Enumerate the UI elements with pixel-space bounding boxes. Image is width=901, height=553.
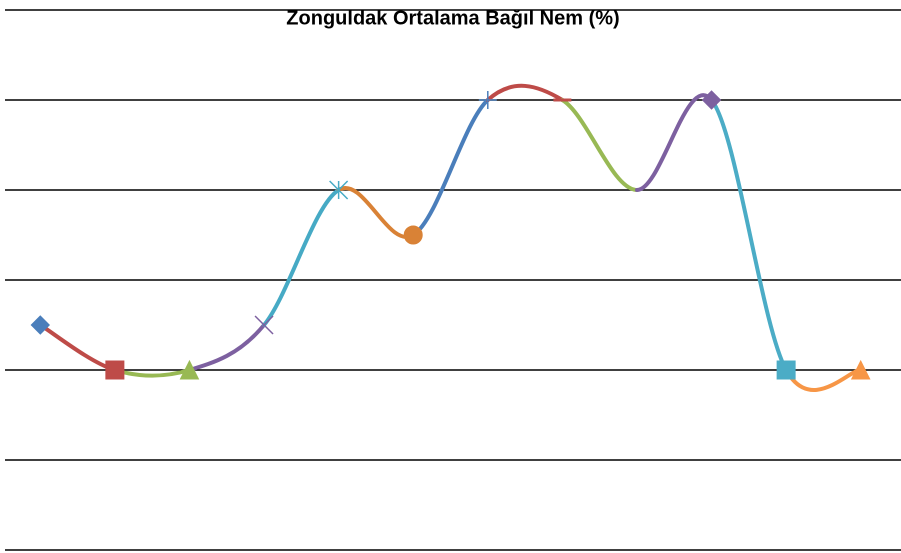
markers xyxy=(30,90,871,380)
line-segment xyxy=(336,186,416,239)
line-segment xyxy=(38,323,117,372)
marker xyxy=(776,360,796,380)
line-segment xyxy=(709,98,789,372)
marker xyxy=(329,180,349,200)
marker xyxy=(701,90,722,110)
marker xyxy=(403,225,423,245)
marker xyxy=(254,315,274,335)
grid xyxy=(5,9,901,551)
line-segment xyxy=(784,368,863,392)
line-segment xyxy=(187,323,267,372)
chart-title: Zonguldak Ortalama Bağıl Nem (%) xyxy=(286,7,619,29)
line-segment xyxy=(112,368,192,378)
line-segment xyxy=(411,98,490,237)
marker xyxy=(179,359,200,380)
line-segment xyxy=(634,93,714,192)
marker xyxy=(30,315,50,335)
line-segment xyxy=(485,83,565,102)
marker xyxy=(850,359,871,380)
line-segment xyxy=(560,98,639,192)
marker xyxy=(478,91,497,109)
marker xyxy=(105,360,125,380)
line-segment xyxy=(262,188,341,327)
lines xyxy=(38,83,863,392)
